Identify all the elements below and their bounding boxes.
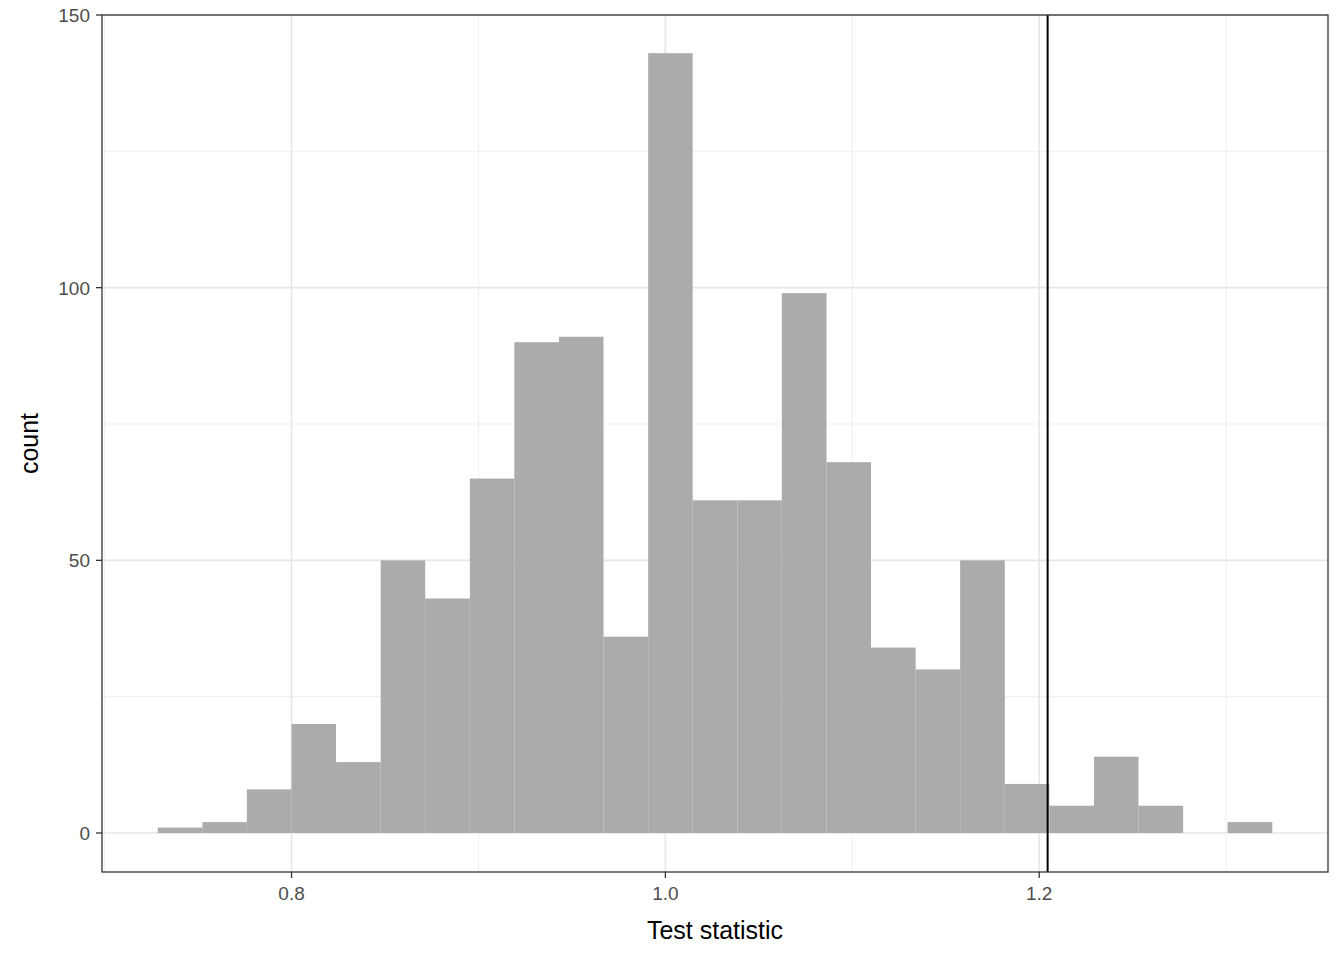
histogram-bar bbox=[1094, 757, 1138, 833]
histogram-bar bbox=[693, 500, 738, 833]
panel-border bbox=[102, 15, 1328, 872]
histogram-bar bbox=[336, 762, 381, 833]
histogram-bar bbox=[1183, 833, 1227, 834]
y-tick-label: 150 bbox=[58, 5, 90, 26]
histogram-bar bbox=[782, 293, 827, 833]
histogram-bar bbox=[381, 560, 425, 833]
x-tick bbox=[665, 872, 666, 878]
minor-grid-y bbox=[102, 151, 1328, 152]
panel-background bbox=[102, 15, 1328, 872]
histogram-bar bbox=[737, 500, 781, 833]
histogram-bar bbox=[1228, 822, 1273, 833]
x-axis-title: Test statistic bbox=[647, 916, 783, 944]
x-tick-label: 1.2 bbox=[1026, 883, 1052, 904]
histogram-bar bbox=[470, 479, 514, 833]
plot-area bbox=[158, 15, 1273, 872]
histogram-bar bbox=[514, 342, 559, 833]
reference-line bbox=[1047, 15, 1049, 872]
y-tick bbox=[96, 832, 102, 833]
histogram-bar bbox=[158, 828, 203, 833]
histogram-bar bbox=[202, 822, 246, 833]
histogram-bar bbox=[1138, 806, 1183, 833]
y-tick bbox=[96, 560, 102, 561]
histogram-bar bbox=[826, 462, 870, 833]
y-tick-label: 0 bbox=[79, 823, 90, 844]
histogram-bar bbox=[425, 599, 470, 833]
y-tick-label: 50 bbox=[69, 550, 90, 571]
chart: 0.8 1.0 1.2 0 50 100 150 Test statistic count bbox=[0, 0, 1344, 960]
y-axis-title: count bbox=[15, 413, 43, 474]
histogram-bar bbox=[648, 53, 692, 833]
histogram-bar bbox=[960, 560, 1005, 833]
minor-grid-y bbox=[102, 424, 1328, 425]
histogram-bar bbox=[1005, 784, 1049, 833]
minor-grid-x bbox=[1226, 15, 1227, 872]
grid-x bbox=[1038, 15, 1040, 872]
x-tick-label: 1.0 bbox=[652, 883, 678, 904]
y-tick bbox=[96, 14, 102, 15]
y-tick bbox=[96, 287, 102, 288]
grid bbox=[102, 15, 1328, 872]
histogram-bar bbox=[604, 637, 649, 833]
x-tick bbox=[291, 872, 292, 878]
chart-root: 0.8 1.0 1.2 0 50 100 150 Test statistic count bbox=[0, 0, 1344, 960]
grid-y bbox=[102, 287, 1328, 289]
x-tick bbox=[1039, 872, 1040, 878]
histogram-bar bbox=[247, 789, 292, 833]
histogram-bar bbox=[292, 724, 336, 833]
y-tick-label: 100 bbox=[58, 278, 90, 299]
histogram-bar bbox=[871, 648, 916, 833]
histogram-bar bbox=[1049, 806, 1094, 833]
axes: 0.8 1.0 1.2 0 50 100 150 bbox=[58, 5, 1052, 904]
histogram-bar bbox=[559, 337, 603, 833]
minor-grid-x bbox=[104, 15, 105, 872]
x-tick-label: 0.8 bbox=[278, 883, 304, 904]
histogram-bar bbox=[916, 669, 960, 833]
